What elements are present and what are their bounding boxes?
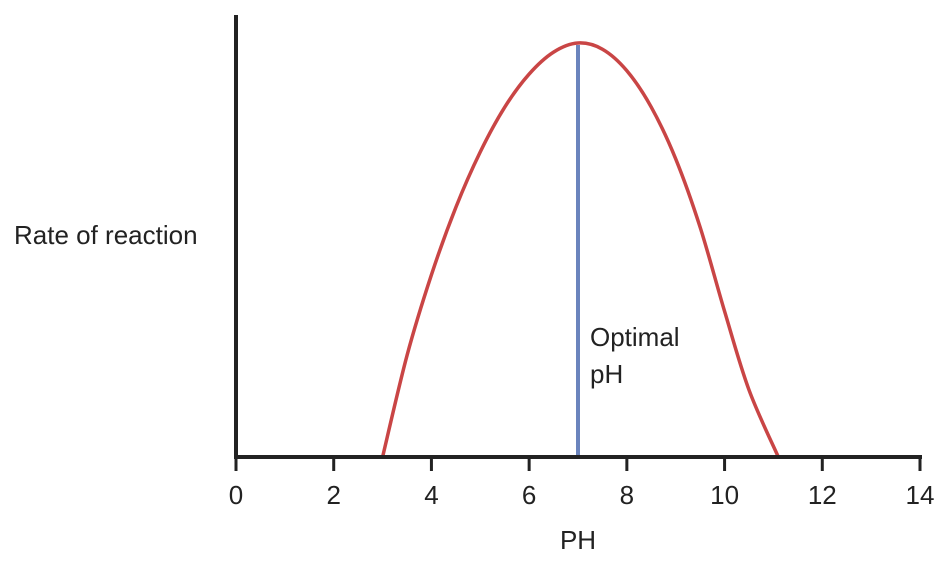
rate-curve <box>380 41 780 458</box>
x-tick-label: 14 <box>906 480 935 510</box>
x-tick-label: 8 <box>620 480 634 510</box>
x-tick-label: 2 <box>326 480 340 510</box>
x-tick-label: 10 <box>710 480 739 510</box>
x-axis-label: PH <box>560 525 596 555</box>
x-axis-ticks: 0 2 4 6 8 10 12 14 <box>229 457 935 510</box>
plot-area: Optimal pH <box>380 41 780 458</box>
x-tick-label: 4 <box>424 480 438 510</box>
y-axis-label: Rate of reaction <box>14 220 198 250</box>
x-tick-label: 12 <box>808 480 837 510</box>
optimal-ph-annotation: pH <box>590 359 623 389</box>
optimal-ph-annotation: Optimal <box>590 322 680 352</box>
x-tick-label: 6 <box>522 480 536 510</box>
x-tick-label: 0 <box>229 480 243 510</box>
